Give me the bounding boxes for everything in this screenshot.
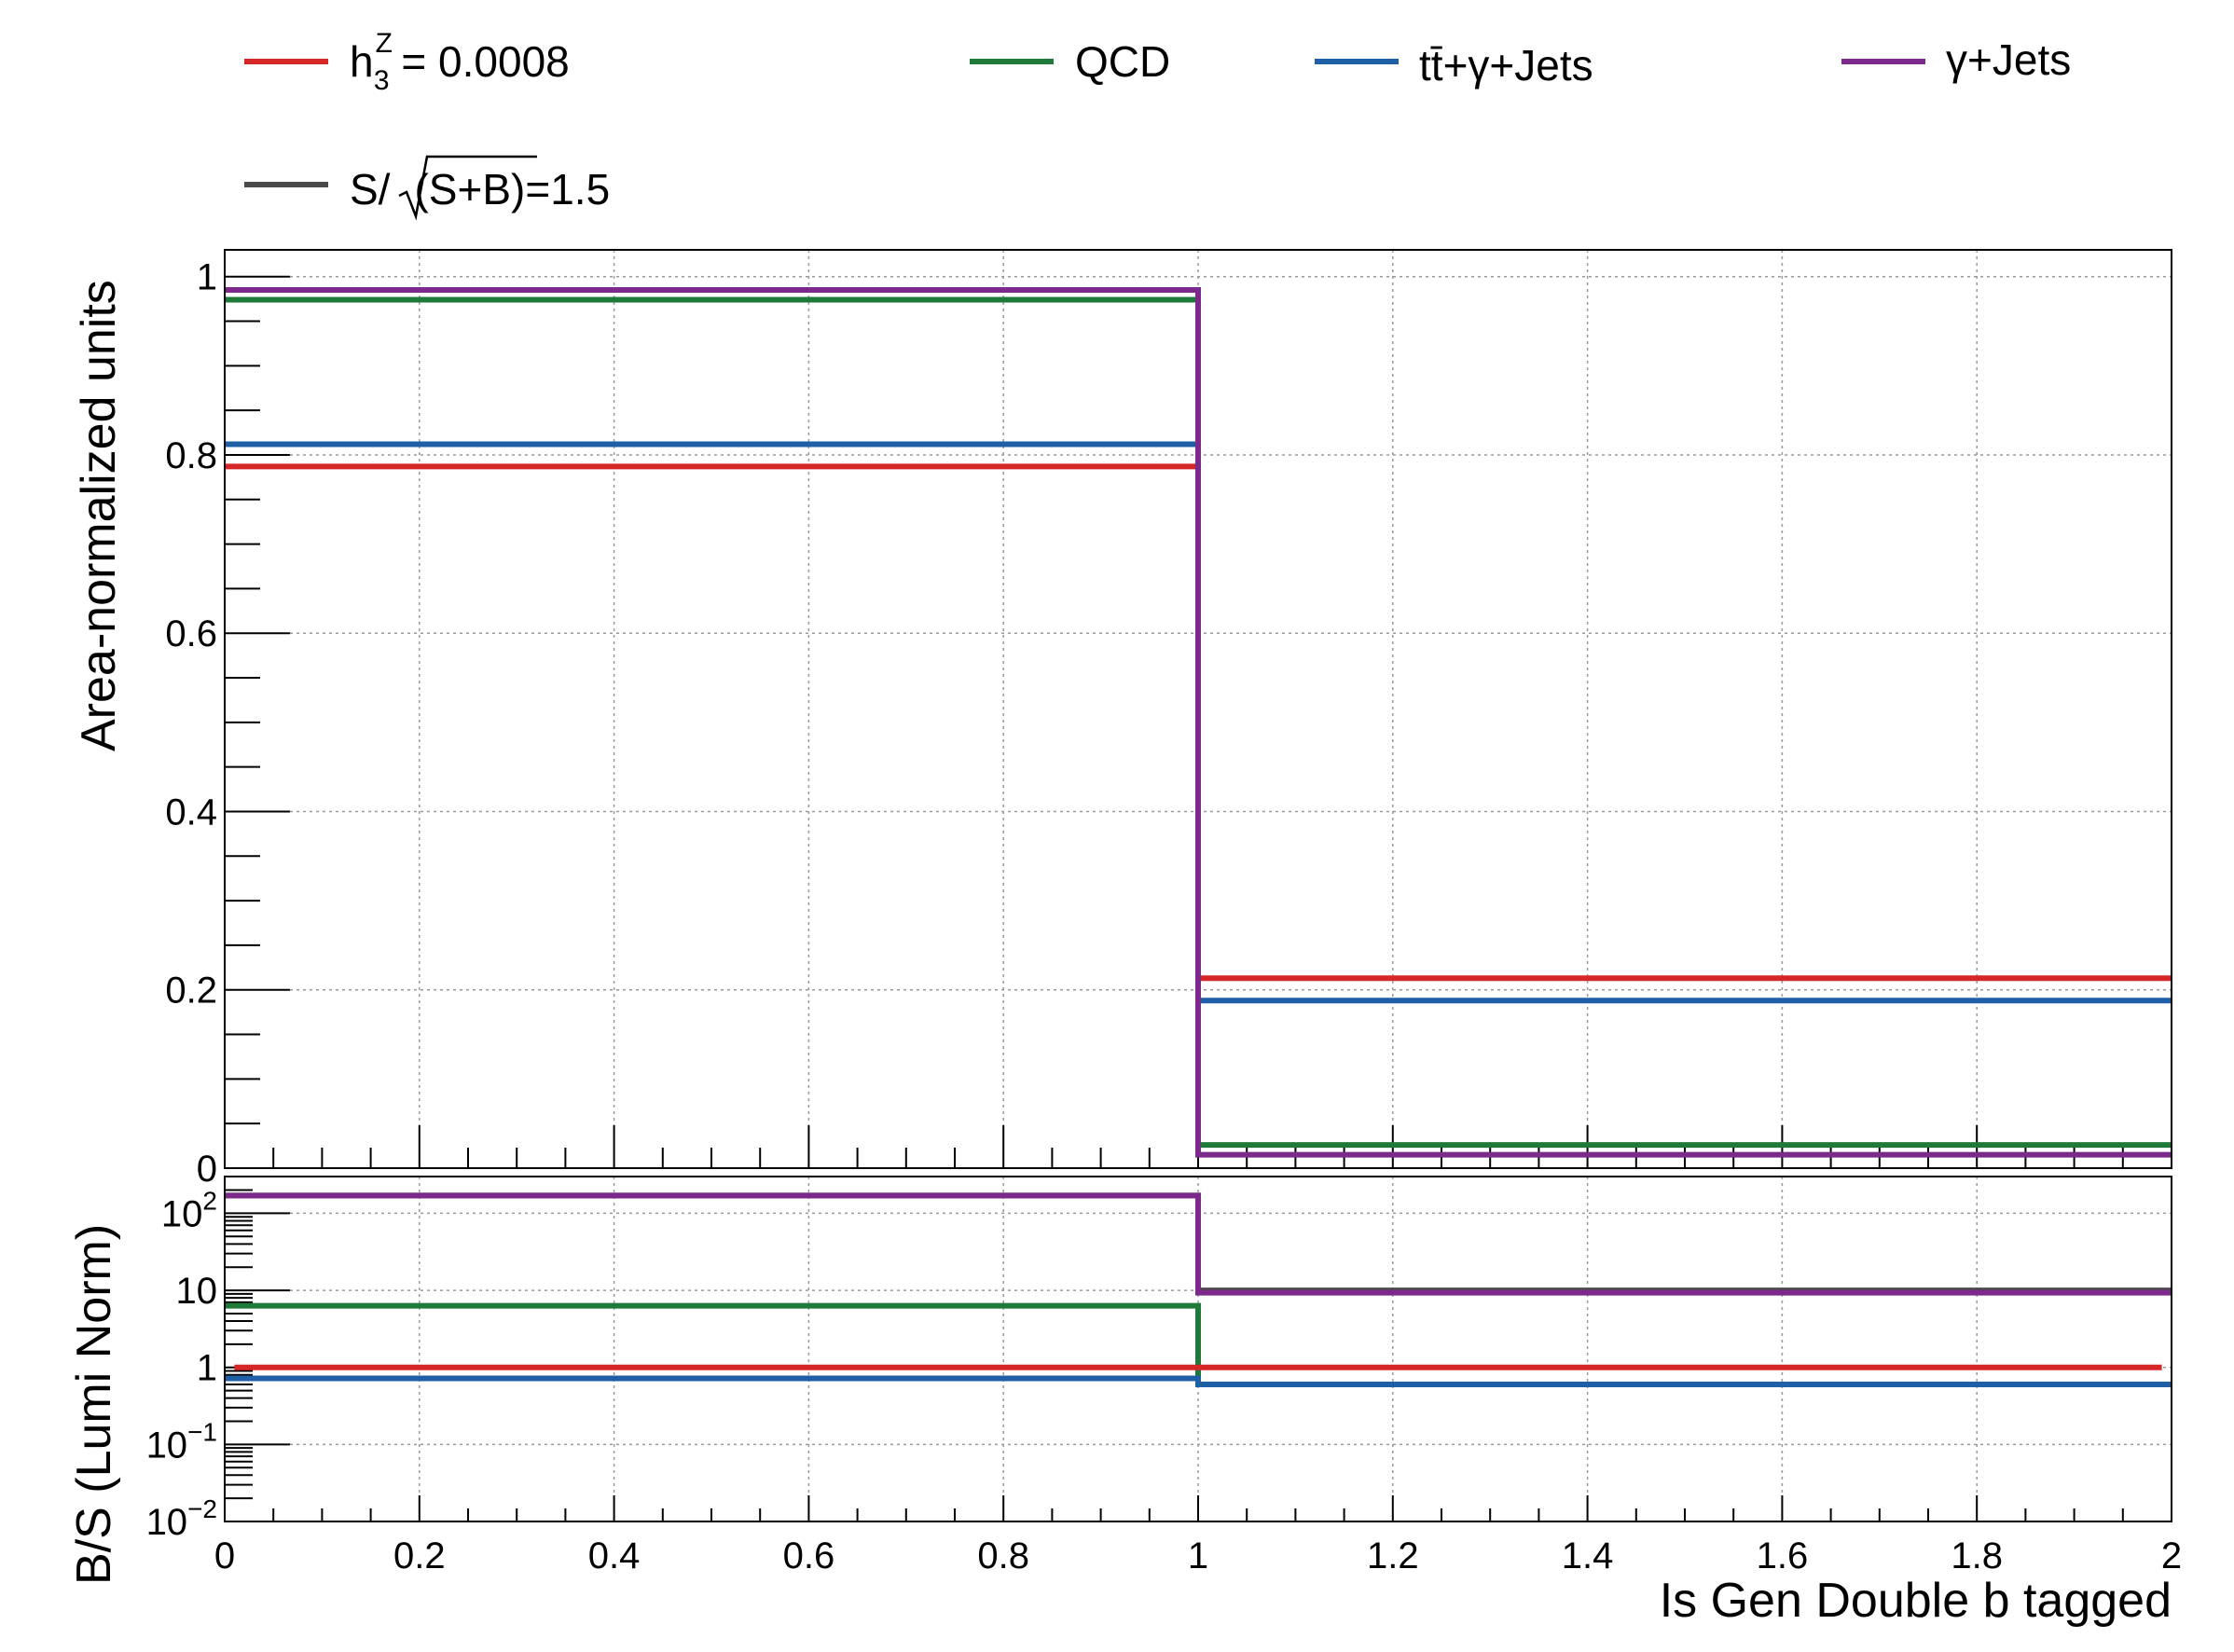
upper-series — [225, 287, 2172, 1158]
ratio-y-axis-title: B/S (Lumi Norm) — [67, 1224, 121, 1585]
ratio-ticks — [224, 1189, 2172, 1521]
ratio-series-1 — [225, 1192, 2172, 1296]
legend-label-ttgamma: tt̄+γ+Jets — [1419, 41, 1593, 89]
xtick-label-6: 1.2 — [1367, 1535, 1419, 1576]
ratio-y-tick-labels: 10−2 10−1 1 10 102 — [146, 1186, 217, 1543]
x-tick-labels: 0 0.2 0.4 0.6 0.8 1 1.2 1.4 1.6 1.8 2 — [214, 1535, 2182, 1576]
x-axis-title: Is Gen Double b tagged — [1660, 1574, 2172, 1628]
legend-entry-significance: S/(S+B)=1.5 — [244, 155, 610, 221]
xtick-label-1: 0.2 — [393, 1535, 446, 1576]
upper-y-axis-title: Area-normalized units — [72, 280, 126, 751]
ratio-ytick-label-1: 10−1 — [146, 1417, 217, 1466]
legend-label-significance: S/(S+B)=1.5 — [350, 165, 610, 213]
upper-ytick-label-3: 0.6 — [165, 613, 217, 654]
upper-panel: 0 0.2 0.4 0.6 0.8 1 Area-normalized units — [72, 249, 2172, 1190]
legend-entry-gammajets: γ+Jets — [1841, 35, 2071, 84]
ratio-ytick-label-2: 1 — [197, 1348, 217, 1389]
upper-y-tick-labels: 0 0.2 0.4 0.6 0.8 1 — [165, 257, 217, 1190]
upper-ytick-label-2: 0.4 — [165, 792, 217, 833]
xtick-label-2: 0.4 — [588, 1535, 641, 1576]
upper-frame — [224, 249, 2172, 1169]
upper-ytick-label-1: 0.2 — [165, 971, 217, 1012]
xtick-label-0: 0 — [214, 1535, 235, 1576]
xtick-label-4: 0.8 — [977, 1535, 1029, 1576]
legend-entry-qcd: QCD — [970, 37, 1170, 86]
ratio-frame — [224, 1176, 2172, 1522]
xtick-label-9: 1.8 — [1951, 1535, 2003, 1576]
upper-ytick-label-0: 0 — [197, 1149, 217, 1190]
xtick-label-5: 1 — [1188, 1535, 1208, 1576]
upper-ytick-label-4: 0.8 — [165, 435, 217, 476]
ratio-series — [225, 1192, 2172, 1388]
legend-entry-signal: hZ 3 = 0.0008 — [244, 28, 570, 96]
ratio-ytick-label-4: 102 — [161, 1186, 217, 1234]
xtick-label-3: 0.6 — [783, 1535, 835, 1576]
legend: hZ 3 = 0.0008 QCD tt̄+γ+Jets γ+Jets S/(S+… — [244, 28, 2071, 221]
xtick-label-10: 2 — [2161, 1535, 2182, 1576]
ratio-ytick-label-0: 10−2 — [146, 1494, 217, 1543]
radical-sign — [398, 155, 537, 221]
legend-label-gammajets: γ+Jets — [1946, 35, 2071, 84]
ratio-series-2 — [225, 1302, 2172, 1388]
ratio-ytick-label-3: 10 — [176, 1271, 218, 1312]
upper-series-3 — [225, 287, 2172, 1158]
xtick-label-7: 1.4 — [1562, 1535, 1614, 1576]
ratio-panel: 10−2 10−1 1 10 102 0 0.2 0.4 0.6 0.8 1 1.2 1.4 1.6 1.… — [67, 1176, 2182, 1628]
legend-label-signal: hZ 3 = 0.0008 — [350, 28, 570, 96]
xtick-label-8: 1.6 — [1757, 1535, 1809, 1576]
ratio-series-4 — [225, 1375, 2172, 1388]
legend-label-qcd: QCD — [1075, 37, 1170, 86]
upper-ytick-label-5: 1 — [197, 257, 217, 298]
legend-entry-ttgamma: tt̄+γ+Jets — [1315, 41, 1593, 89]
